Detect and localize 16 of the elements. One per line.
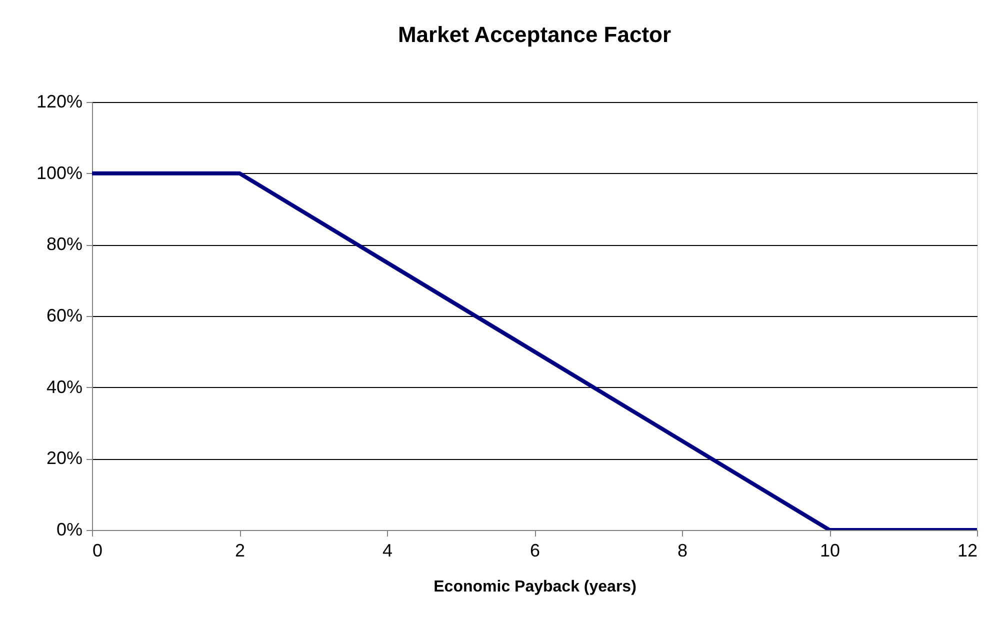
x-tick-label: 10	[820, 540, 840, 560]
x-tick-label: 4	[382, 540, 393, 560]
y-tick-label: 20%	[46, 448, 82, 468]
y-tick-label: 100%	[36, 162, 82, 183]
y-tick-label: 60%	[46, 306, 82, 326]
x-tick-label: 6	[530, 540, 540, 560]
y-tick-label: 0%	[56, 520, 82, 540]
x-tick-label: 0	[92, 540, 103, 560]
x-tick-label: 2	[234, 540, 246, 560]
y-tick-label: 40%	[46, 376, 82, 397]
chart-title: Market Acceptance Factor	[398, 22, 672, 47]
x-tick-label: 8	[677, 540, 688, 560]
y-tick-label: 80%	[46, 234, 82, 254]
x-axis-title: Economic Payback (years)	[434, 578, 636, 596]
x-tick-label: 12	[957, 540, 978, 560]
y-tick-label: 120%	[36, 92, 82, 112]
